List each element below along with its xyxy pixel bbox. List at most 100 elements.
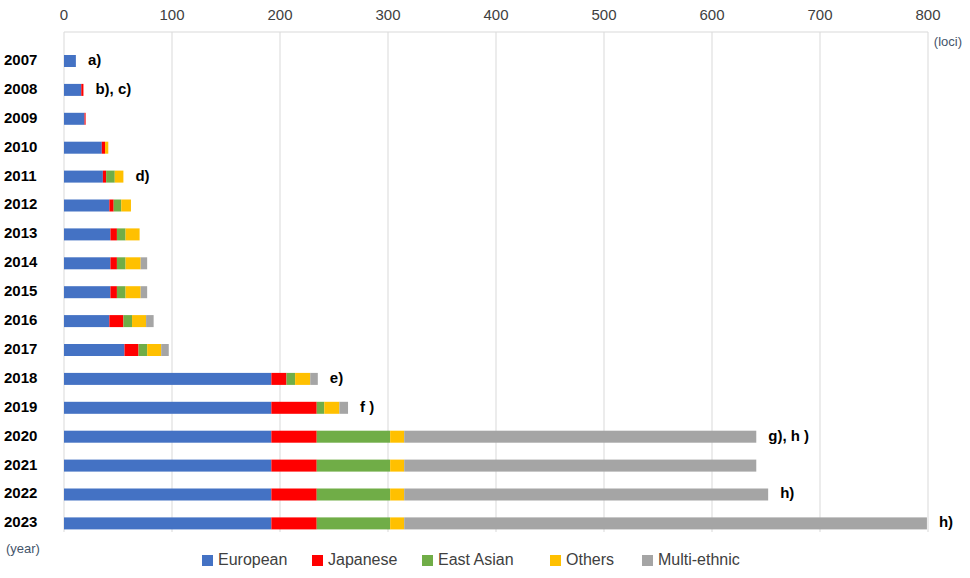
bar-segment	[404, 431, 756, 443]
legend-swatch	[550, 555, 561, 566]
bar-segment	[64, 344, 124, 356]
bar-segment	[85, 113, 86, 125]
legend-swatch	[422, 555, 433, 566]
bar-segment	[64, 489, 271, 501]
grid-line	[64, 32, 65, 532]
bar-segment	[75, 55, 76, 67]
category-label: 2007	[4, 51, 37, 68]
annotation: f )	[360, 398, 374, 415]
bar-segment	[108, 142, 109, 154]
bar-segment	[390, 489, 404, 501]
legend-label: Others	[566, 551, 614, 568]
bar-segment	[85, 113, 86, 125]
legend-swatch	[642, 555, 653, 566]
bar-segment	[103, 171, 106, 183]
bar-segment	[141, 286, 147, 298]
bar-segment	[64, 373, 271, 385]
category-label: 2015	[4, 282, 37, 299]
bar-segment	[64, 402, 271, 414]
annotation: g), h )	[768, 427, 809, 444]
bar-segment	[139, 344, 148, 356]
bar-segment	[117, 286, 126, 298]
bar-segment	[64, 257, 110, 269]
axis-line	[64, 32, 928, 33]
bar-segment	[317, 402, 325, 414]
category-label: 2020	[4, 427, 37, 444]
legend-label: East Asian	[438, 551, 514, 568]
grid	[64, 32, 928, 532]
tick-label: 500	[591, 6, 616, 23]
axis-label: (year)	[6, 541, 40, 556]
bar-segment	[110, 228, 116, 240]
bar-segment	[123, 171, 124, 183]
bar-segment	[390, 431, 404, 443]
bar-segment	[390, 517, 404, 529]
bar-segment	[114, 200, 122, 212]
tick-label: 800	[915, 6, 940, 23]
bar-segment	[64, 228, 110, 240]
category-label: 2017	[4, 340, 37, 357]
annotation: h)	[780, 484, 794, 501]
bar-segment	[64, 142, 102, 154]
bar-segment	[141, 257, 147, 269]
bar-segment	[126, 286, 141, 298]
bar-segment	[139, 228, 140, 240]
annotation: e)	[330, 369, 343, 386]
category-label: 2023	[4, 513, 37, 530]
tick-label: 300	[375, 6, 400, 23]
grid-line	[280, 32, 281, 532]
axis-label: (loci)	[934, 34, 962, 49]
bar-segment	[83, 84, 84, 96]
category-label: 2011	[4, 167, 37, 184]
grid-line	[388, 32, 389, 532]
chart: 0100200300400500600700800(loci)(year)200…	[0, 0, 970, 578]
bar-segment	[132, 315, 146, 327]
legend-label: European	[218, 551, 287, 568]
bar-segment	[161, 344, 169, 356]
bar-segment	[147, 344, 161, 356]
category-label: 2010	[4, 138, 37, 155]
annotation: h)	[939, 513, 953, 530]
bar-segment	[310, 373, 318, 385]
bar-segment	[117, 228, 126, 240]
bar-segment	[317, 431, 390, 443]
legend-label: Multi-ethnic	[658, 551, 740, 568]
bars	[64, 55, 927, 529]
tick-label: 600	[699, 6, 724, 23]
bar-segment	[83, 84, 84, 96]
category-label: 2013	[4, 224, 37, 241]
bar-segment	[106, 171, 115, 183]
bar-segment	[75, 55, 76, 67]
bar-segment	[75, 55, 76, 67]
category-label: 2009	[4, 109, 37, 126]
bar-segment	[146, 315, 154, 327]
bar-segment	[64, 84, 81, 96]
bar-segment	[109, 315, 123, 327]
bar-segment	[85, 113, 86, 125]
legend-swatch	[202, 555, 213, 566]
bar-segment	[271, 431, 316, 443]
bar-segment	[64, 517, 271, 529]
bar-segment	[64, 460, 271, 472]
bar-segment	[85, 113, 86, 125]
bar-segment	[339, 402, 348, 414]
bar-segment	[109, 200, 113, 212]
bar-segment	[117, 257, 126, 269]
tick-label: 700	[807, 6, 832, 23]
bar-segment	[121, 200, 131, 212]
bar-segment	[271, 460, 316, 472]
annotation: d)	[135, 167, 149, 184]
bar-segment	[271, 517, 316, 529]
bar-segment	[115, 171, 124, 183]
category-label: 2018	[4, 369, 37, 386]
bar-segment	[295, 373, 310, 385]
bar-segment	[81, 84, 83, 96]
bar-segment	[64, 171, 103, 183]
bar-segment	[64, 315, 109, 327]
bar-segment	[126, 257, 141, 269]
legend-swatch	[312, 555, 323, 566]
bar-segment	[64, 200, 109, 212]
annotation: a)	[88, 51, 101, 68]
bar-segment	[110, 257, 116, 269]
category-label: 2014	[4, 253, 38, 270]
